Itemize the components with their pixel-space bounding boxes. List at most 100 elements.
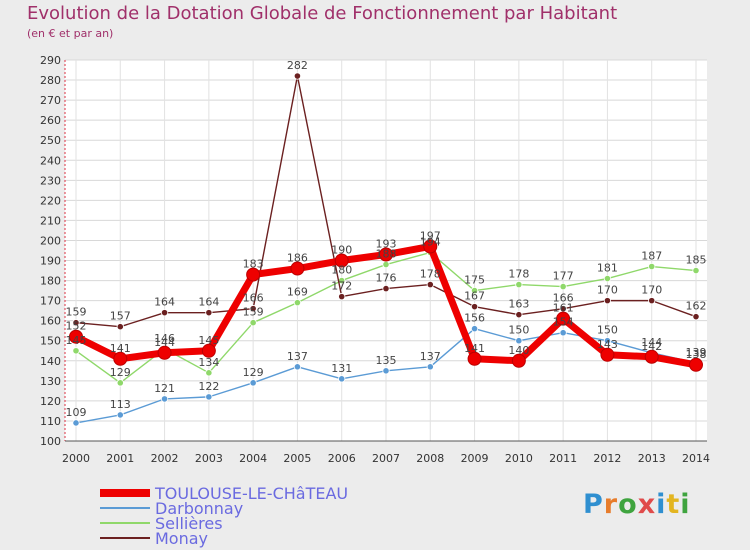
x-tick-label: 2013 (638, 452, 666, 465)
data-point (692, 313, 700, 321)
data-point (648, 262, 656, 271)
y-tick-label: 230 (40, 174, 61, 187)
x-tick-label: 2006 (328, 452, 356, 465)
data-point (116, 379, 124, 387)
logo-letter: i (656, 489, 667, 520)
data-point (423, 239, 438, 254)
data-label: 193 (376, 238, 397, 251)
data-point (603, 297, 612, 305)
data-point (515, 337, 523, 345)
data-point (72, 419, 80, 427)
logo-letter: i (680, 489, 691, 520)
data-label: 109 (66, 406, 87, 419)
data-label: 138 (686, 348, 707, 361)
data-label: 164 (198, 296, 219, 309)
data-point (470, 325, 479, 333)
data-label: 176 (376, 272, 397, 285)
data-point (382, 367, 390, 375)
data-label: 159 (66, 306, 87, 319)
data-label: 113 (110, 398, 131, 411)
logo-letter: t (666, 489, 681, 520)
data-point (559, 282, 567, 291)
data-point (467, 351, 482, 366)
data-label: 177 (553, 270, 574, 283)
data-label: 190 (331, 244, 352, 257)
data-label: 166 (553, 292, 574, 305)
data-label: 121 (154, 382, 175, 395)
data-point (72, 347, 80, 355)
y-tick-label: 140 (40, 355, 61, 368)
x-tick-label: 2011 (549, 452, 577, 465)
x-tick-label: 2012 (593, 452, 621, 465)
logo-letter: P (583, 489, 604, 520)
data-label: 145 (66, 334, 87, 347)
y-tick-label: 250 (40, 134, 61, 147)
data-point (648, 297, 656, 305)
y-tick-label: 170 (40, 295, 61, 308)
y-tick-label: 190 (40, 255, 61, 268)
data-label: 194 (420, 236, 441, 249)
data-point (205, 309, 213, 317)
y-tick-label: 270 (40, 94, 61, 107)
data-point (689, 357, 703, 372)
logo-letter: r (603, 489, 619, 520)
data-label: 135 (376, 354, 397, 367)
y-tick-label: 260 (40, 114, 61, 127)
data-label: 159 (243, 306, 264, 319)
data-label: 197 (420, 229, 441, 242)
data-point (116, 411, 124, 419)
data-label: 140 (508, 344, 529, 357)
chart-subtitle: (en € et par an) (27, 27, 114, 40)
data-label: 185 (686, 254, 707, 267)
data-label: 183 (243, 258, 264, 271)
data-label: 150 (508, 324, 529, 337)
x-tick-label: 2003 (195, 452, 223, 465)
x-tick-label: 2014 (682, 452, 710, 465)
y-tick-label: 200 (40, 234, 61, 247)
data-label: 187 (641, 250, 662, 263)
y-tick-label: 220 (40, 194, 61, 207)
data-label: 178 (420, 268, 441, 281)
data-point (113, 351, 128, 366)
data-label: 145 (198, 334, 219, 347)
data-point (293, 72, 302, 80)
y-tick-label: 280 (40, 74, 61, 87)
y-tick-label: 150 (40, 335, 61, 348)
data-label: 188 (376, 248, 397, 261)
y-tick-label: 240 (40, 154, 61, 167)
chart-title: Evolution de la Dotation Globale de Fonc… (27, 3, 618, 24)
data-point (201, 343, 216, 358)
legend-entry: Monay (155, 529, 208, 548)
x-tick-label: 2004 (239, 452, 267, 465)
data-point (379, 247, 393, 262)
data-point (293, 299, 302, 307)
data-label: 156 (464, 312, 485, 325)
data-label: 162 (686, 300, 707, 313)
data-point (160, 395, 169, 403)
data-label: 163 (508, 298, 529, 311)
data-point (559, 329, 567, 337)
data-point (249, 305, 257, 313)
data-label: 186 (287, 252, 308, 265)
data-label: 175 (464, 274, 485, 287)
data-point (382, 284, 390, 293)
data-point (249, 379, 257, 387)
data-label: 134 (198, 356, 219, 369)
data-point (338, 375, 346, 383)
data-point (600, 347, 615, 362)
x-tick-label: 2009 (461, 452, 489, 465)
data-point (246, 267, 261, 282)
data-label: 170 (597, 284, 618, 297)
logo-letter: o (618, 489, 638, 520)
data-point (205, 369, 213, 377)
data-point (249, 319, 257, 327)
data-point (382, 260, 390, 269)
y-tick-label: 210 (40, 214, 61, 227)
data-point (205, 393, 213, 401)
data-label: 122 (198, 380, 219, 393)
data-point (692, 266, 700, 275)
legend-entry: Sellières (155, 514, 223, 533)
y-tick-label: 290 (40, 54, 61, 67)
data-label: 152 (66, 320, 87, 333)
data-label: 139 (686, 346, 707, 359)
